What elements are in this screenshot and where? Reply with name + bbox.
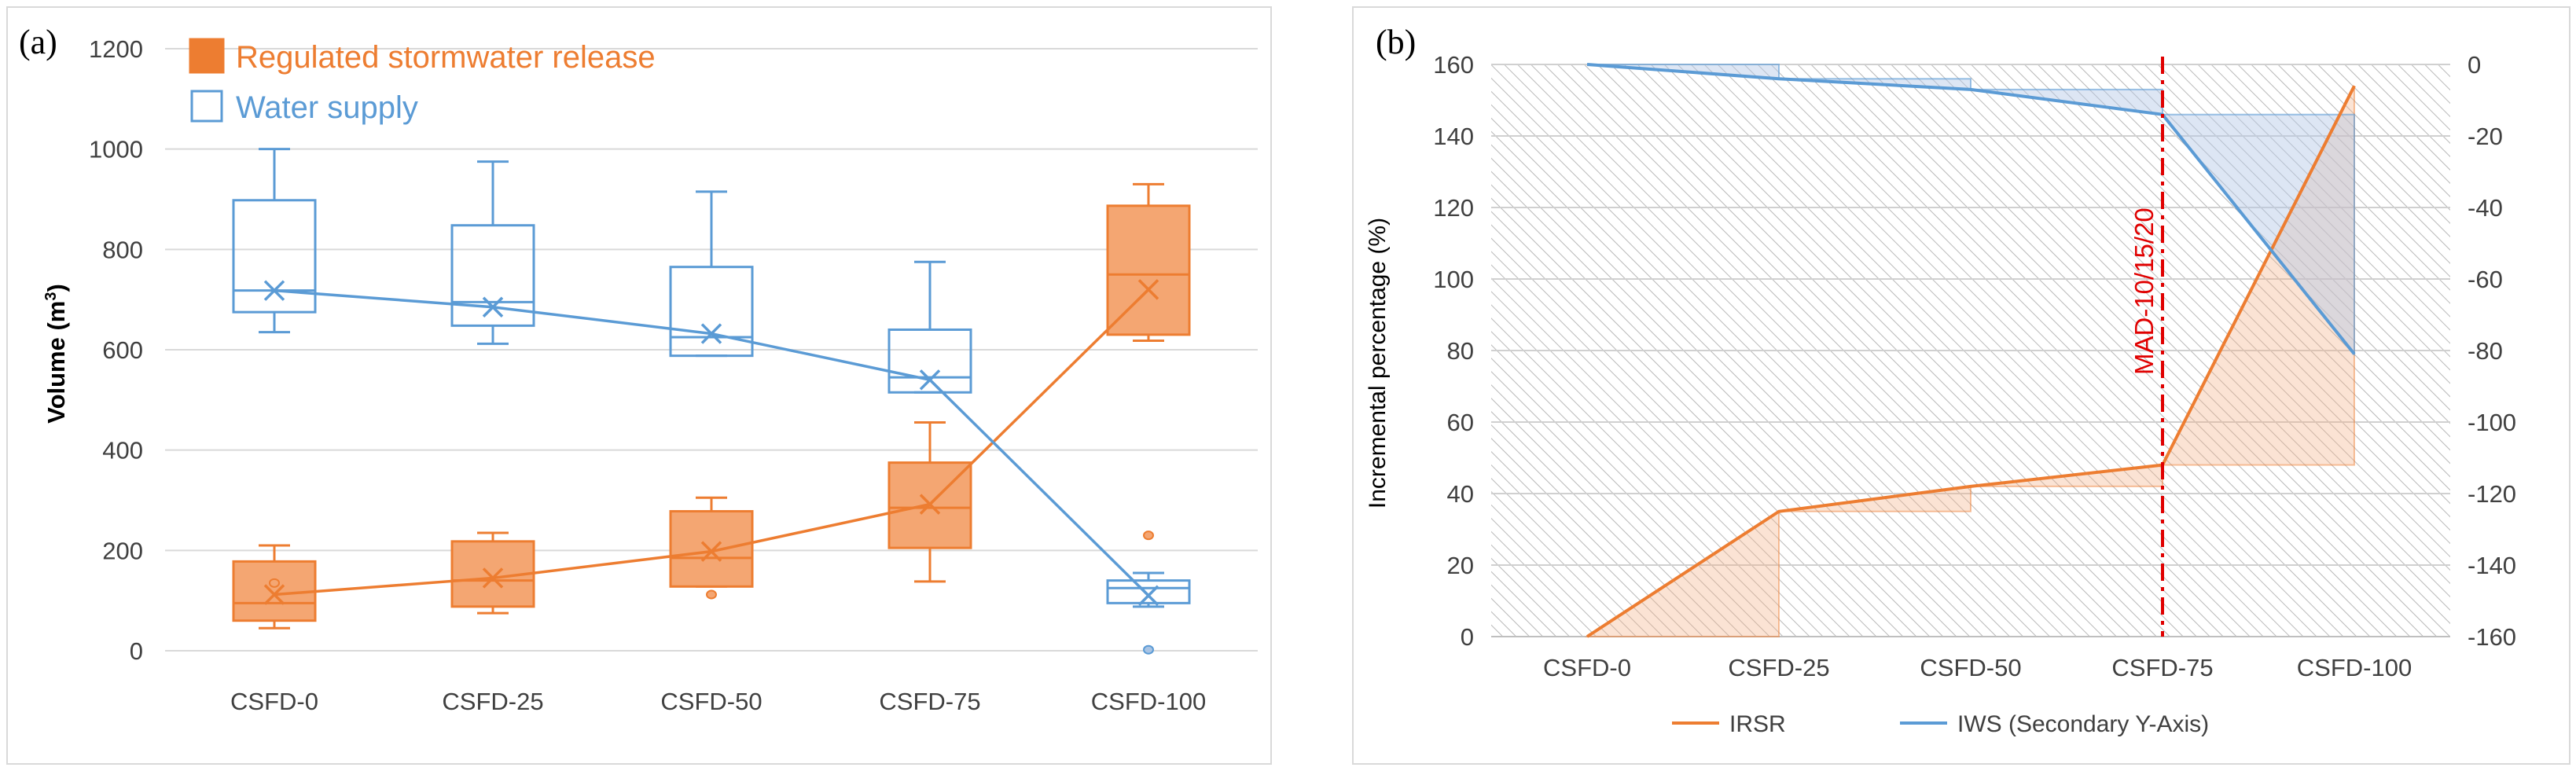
legend: Regulated stormwater release Water suppl… [189,38,656,125]
y2-tick-label: -100 [2468,409,2516,436]
legend-label-release: Regulated stormwater release [236,40,656,75]
mean-marker [482,567,504,589]
mean-marker [919,369,941,391]
legend-swatch-release [189,38,225,74]
box-iqr [232,560,317,622]
outlier-point [269,578,280,588]
x-tick-label: CSFD-100 [1091,688,1206,715]
y2-tick-labels: -160 -140 -120 -100 -80 -60 -40 -20 0 [2468,51,2516,651]
box-series [232,148,1191,655]
x-tick-labels: CSFD-0 CSFD-25 CSFD-50 CSFD-75 CSFD-100 [1543,654,2412,681]
box-series-1 [232,148,1191,655]
y-tick-label: 140 [1433,123,1474,150]
y2-tick-label: 0 [2468,51,2481,79]
y2-tick-label: -60 [2468,266,2503,293]
y-tick-label: 100 [1433,266,1474,293]
y-tick-label: 120 [1433,194,1474,222]
y-tick-label: 0 [1461,623,1474,651]
panel-label-b: (b) [1376,23,1416,61]
mean-marker [263,584,285,605]
panel-b-linechart: (b) 0 20 40 60 80 100 120 140 160 -160 -140 -120 -1… [1352,6,2570,765]
series-lines [1586,63,2356,638]
legend-label-irsr: IRSR [1729,711,1786,737]
x-tick-label: CSFD-25 [442,688,543,715]
box-iqr [669,510,754,588]
y-tick-label: 60 [1447,409,1474,436]
box-iqr [232,199,317,314]
box-iqr [450,224,535,327]
y-tick-label: 80 [1447,337,1474,365]
mean-marker [263,280,285,301]
y-tick-label: 160 [1433,51,1474,79]
outlier-point [1143,531,1154,541]
mad-annotation: MAD-10/15/20 [2130,207,2159,375]
x-tick-label: CSFD-50 [1920,654,2021,681]
y-tick-label: 200 [102,537,143,564]
y-tick-label: 40 [1447,480,1474,508]
x-tick-label: CSFD-0 [230,688,318,715]
mean-marker [919,494,941,515]
mean-lines [263,279,1159,607]
iws-line [1586,63,2356,355]
y2-tick-label: -80 [2468,337,2503,365]
x-tick-labels: CSFD-0 CSFD-25 CSFD-50 CSFD-75 CSFD-100 [230,688,1206,715]
y2-tick-label: -40 [2468,194,2503,222]
box-iqr [1106,204,1191,336]
y2-tick-label: -140 [2468,552,2516,579]
x-tick-label: CSFD-0 [1543,654,1631,681]
y2-tick-label: -20 [2468,123,2503,150]
y-tick-labels: 0 20 40 60 80 100 120 140 160 [1433,51,1474,651]
x-tick-label: CSFD-50 [660,688,762,715]
y-tick-label: 1000 [89,136,143,163]
mean-marker [700,323,722,344]
legend-swatch-supply [190,90,223,123]
y-tick-label: 0 [130,637,143,665]
irsr-line [1586,85,2356,638]
y-axis-title: Volume (m3) [42,284,70,424]
x-tick-label: CSFD-75 [2111,654,2213,681]
legend-label-iws: IWS (Secondary Y-Axis) [1957,711,2209,737]
y-axis-title: Incremental percentage (%) [1365,218,1391,508]
y-tick-label: 600 [102,336,143,364]
box-iqr [887,328,972,394]
legend: IRSR IWS (Secondary Y-Axis) [1672,711,2209,737]
mean-marker [700,541,722,562]
box-series-0 [232,182,1191,630]
box-iqr [669,266,754,358]
mean-marker [1137,585,1159,607]
panel-label-a: (a) [19,23,57,61]
legend-label-supply: Water supply [236,90,418,125]
x-tick-label: CSFD-75 [879,688,980,715]
y-tick-label: 800 [102,236,143,263]
outlier-point [706,589,717,600]
x-tick-label: CSFD-25 [1728,654,1829,681]
panel-a-boxplot: (a) 0 200 400 600 800 1000 1200 CSFD-0 CSFD-25 C… [6,6,1272,765]
box-iqr [1106,579,1191,604]
y-tick-label: 20 [1447,552,1474,579]
y-tick-label: 400 [102,437,143,464]
y2-tick-label: -160 [2468,623,2516,651]
outlier-point [1143,644,1154,655]
y-tick-labels: 0 200 400 600 800 1000 1200 [89,35,143,665]
gridlines [1491,64,2450,637]
x-tick-label: CSFD-100 [2297,654,2412,681]
y2-tick-label: -120 [2468,480,2516,508]
y-tick-label: 1200 [89,35,143,63]
mean-marker [482,296,504,318]
mean-marker [1137,279,1159,300]
